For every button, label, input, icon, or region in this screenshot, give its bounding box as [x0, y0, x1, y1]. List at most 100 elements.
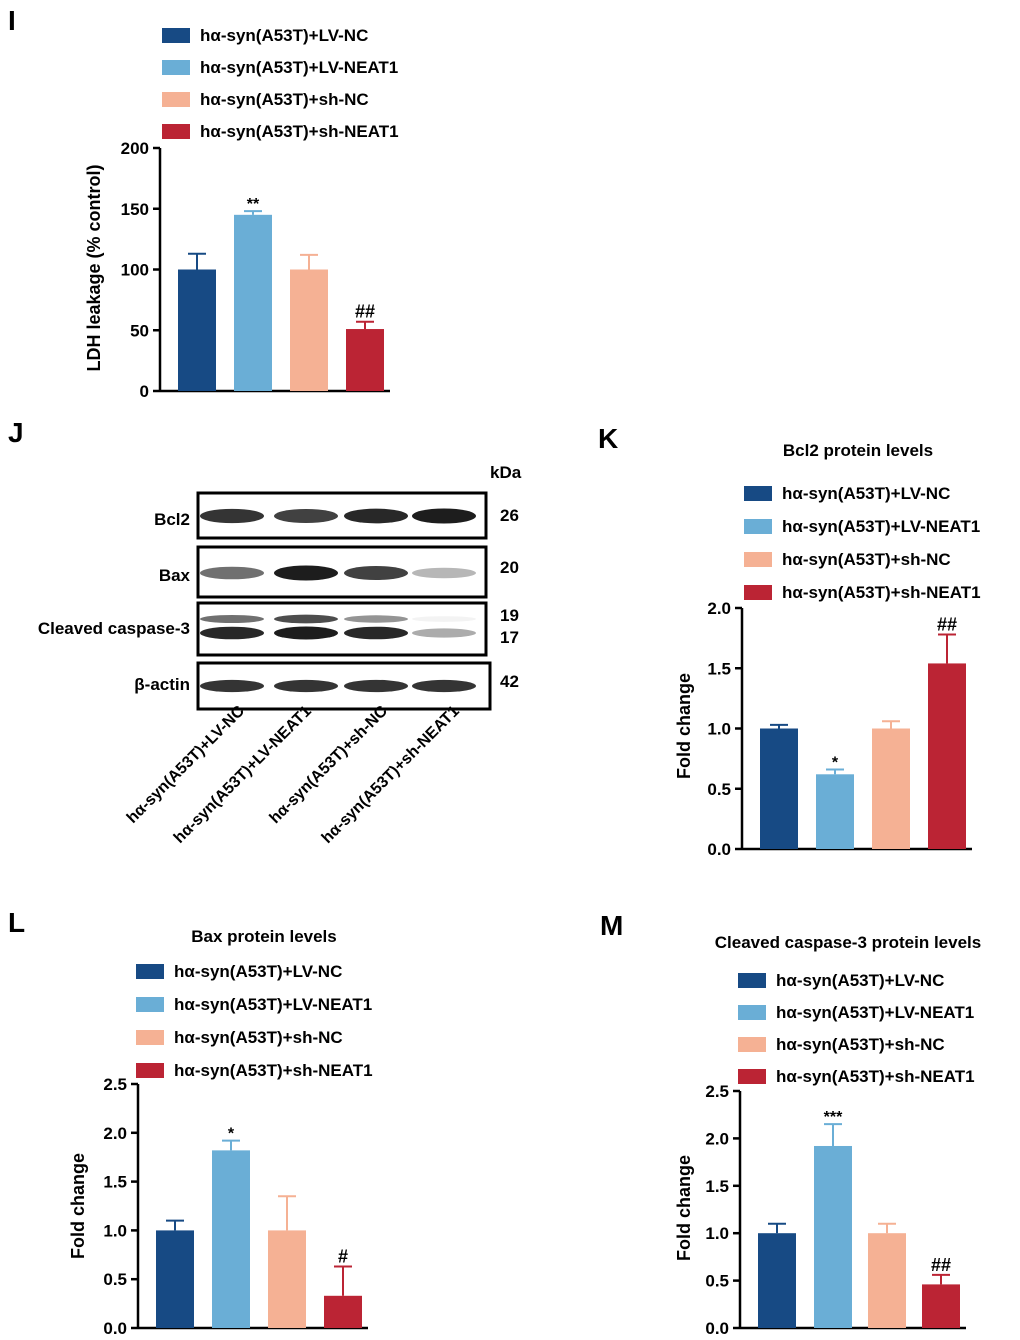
blot-band	[412, 679, 476, 693]
legend-swatch	[744, 486, 772, 501]
y-tick-label: 1.5	[103, 1173, 127, 1192]
blot-band	[344, 566, 408, 580]
significance-label: ***	[824, 1109, 843, 1126]
legend-label: hα-syn(A53T)+LV-NEAT1	[782, 517, 980, 536]
legend-swatch	[738, 973, 766, 988]
blot-band	[344, 626, 408, 640]
y-tick-label: 1.0	[705, 1224, 729, 1243]
legend-swatch	[744, 552, 772, 567]
kda-value-bax: 20	[500, 558, 519, 577]
kda-value-caspase3-lower: 17	[500, 628, 519, 647]
y-tick-label: 0	[140, 382, 149, 401]
blot-band	[274, 614, 338, 624]
blot-band	[200, 626, 264, 640]
y-tick-label: 0.0	[707, 840, 731, 859]
kda-header: kDa	[490, 463, 522, 482]
legend-swatch	[162, 28, 190, 43]
blot-band	[200, 566, 264, 580]
legend-label: hα-syn(A53T)+LV-NEAT1	[174, 995, 372, 1014]
bax-chart: Bax protein levels hα-syn(A53T)+LV-NC hα-s…	[68, 927, 373, 1338]
chart-title: Bax protein levels	[191, 927, 337, 946]
legend-swatch	[738, 1069, 766, 1084]
legend-label: hα-syn(A53T)+sh-NEAT1	[174, 1061, 373, 1080]
y-tick-label: 0.5	[707, 780, 731, 799]
blot-band	[274, 626, 338, 640]
y-tick-label: 100	[121, 261, 149, 280]
bar	[760, 728, 798, 849]
y-tick-label: 0.5	[705, 1272, 729, 1291]
blot-lane-label-4: hα-syn(A53T)+sh-NEAT1	[319, 703, 463, 847]
bcl2-chart: Bcl2 protein levels hα-syn(A53T)+LV-NC hα-…	[674, 441, 981, 859]
bar	[872, 728, 910, 849]
legend-label: hα-syn(A53T)+LV-NEAT1	[776, 1003, 974, 1022]
legend-label: hα-syn(A53T)+sh-NEAT1	[776, 1067, 975, 1086]
legend-swatch	[136, 1063, 164, 1078]
blot-band	[200, 679, 264, 693]
legend-label: hα-syn(A53T)+LV-NC	[174, 962, 342, 981]
blot-band	[274, 679, 338, 693]
bar	[178, 269, 216, 391]
significance-label: *	[228, 1126, 235, 1143]
cleaved-caspase3-chart: Cleaved caspase-3 protein levels hα-syn(A…	[674, 933, 981, 1338]
blot-bands	[200, 508, 476, 693]
panel-letter-i: I	[8, 5, 16, 36]
y-tick-label: 1.0	[707, 720, 731, 739]
legend-label: hα-syn(A53T)+LV-NC	[200, 26, 368, 45]
y-tick-label: 2.0	[705, 1129, 729, 1148]
y-tick-label: 1.5	[705, 1177, 729, 1196]
bar	[290, 269, 328, 391]
y-tick-label: 50	[130, 321, 149, 340]
y-axis-label: Fold change	[68, 1153, 88, 1259]
legend-label: hα-syn(A53T)+sh-NEAT1	[782, 583, 981, 602]
chart-title: Cleaved caspase-3 protein levels	[715, 933, 981, 952]
y-tick-label: 200	[121, 139, 149, 158]
bar	[868, 1233, 906, 1328]
blot-row-label-bax: Bax	[159, 566, 191, 585]
y-tick-label: 2.5	[103, 1075, 127, 1094]
legend-swatch	[738, 1005, 766, 1020]
legend-label: hα-syn(A53T)+sh-NC	[200, 90, 369, 109]
panel-letter-m: M	[600, 910, 623, 941]
significance-label: ##	[931, 1255, 951, 1275]
blot-band	[412, 616, 476, 622]
legend-label: hα-syn(A53T)+LV-NEAT1	[200, 58, 398, 77]
y-tick-label: 150	[121, 200, 149, 219]
blot-band	[412, 508, 476, 524]
legend-swatch	[136, 964, 164, 979]
legend-label: hα-syn(A53T)+LV-NC	[782, 484, 950, 503]
kda-value-beta-actin: 42	[500, 672, 519, 691]
legend-swatch	[162, 60, 190, 75]
legend-swatch	[136, 1030, 164, 1045]
blot-band	[274, 509, 338, 523]
legend-label: hα-syn(A53T)+sh-NC	[174, 1028, 343, 1047]
blot-lane-label-1: hα-syn(A53T)+LV-NC	[124, 702, 248, 826]
y-tick-label: 2.5	[705, 1082, 729, 1101]
legend-swatch	[162, 92, 190, 107]
bar	[268, 1230, 306, 1328]
y-tick-label: 0.0	[705, 1319, 729, 1338]
bar	[922, 1284, 960, 1328]
western-blot: kDa Bcl2 Bax Cleaved caspase-3 β-actin 2…	[38, 463, 522, 847]
panel-letter-k: K	[598, 423, 618, 454]
legend-label: hα-syn(A53T)+sh-NEAT1	[200, 122, 399, 141]
kda-value-caspase3-upper: 19	[500, 606, 519, 625]
chart-title: Bcl2 protein levels	[783, 441, 933, 460]
significance-label: #	[338, 1247, 348, 1267]
y-tick-label: 2.0	[707, 599, 731, 618]
panel-letter-j: J	[8, 417, 24, 448]
bar	[928, 663, 966, 849]
blot-row-label-cleaved-caspase3: Cleaved caspase-3	[38, 619, 190, 638]
panel-letter-l: L	[8, 907, 25, 938]
legend-swatch	[162, 124, 190, 139]
y-tick-label: 1.0	[103, 1221, 127, 1240]
y-axis-label: Fold change	[674, 673, 694, 779]
kda-value-bcl2: 26	[500, 506, 519, 525]
legend-label: hα-syn(A53T)+sh-NC	[782, 550, 951, 569]
blot-band	[344, 679, 408, 693]
significance-label: ##	[355, 302, 375, 322]
blot-band	[200, 508, 264, 524]
ldh-leakage-chart: hα-syn(A53T)+LV-NC hα-syn(A53T)+LV-NEAT1 h…	[84, 26, 399, 401]
significance-label: *	[832, 754, 839, 771]
blot-row-label-beta-actin: β-actin	[134, 675, 190, 694]
